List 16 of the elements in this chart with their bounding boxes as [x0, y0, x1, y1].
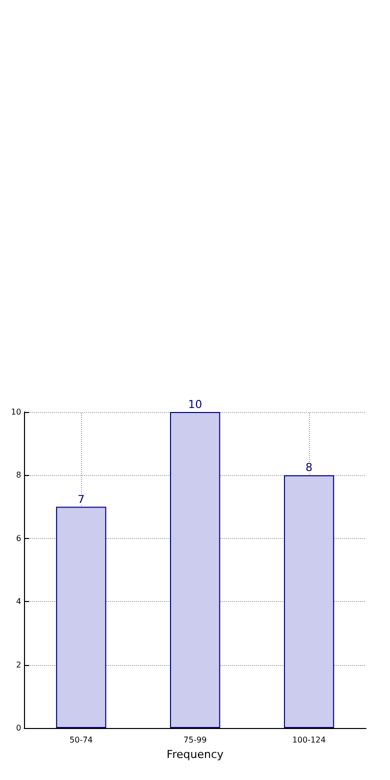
y-tick-label: 10 [10, 408, 22, 416]
x-tick-label: 100-124 [292, 736, 326, 744]
y-tick-label: 8 [16, 470, 22, 480]
x-tick-label: 50-74 [70, 736, 93, 744]
data-label: 10 [188, 398, 202, 411]
bar [56, 506, 106, 728]
bar [284, 475, 334, 728]
y-tick-label: 2 [16, 660, 22, 670]
y-tick-label: 0 [16, 724, 22, 732]
y-tick-label: 6 [16, 534, 22, 543]
y-tick-label: 4 [16, 597, 22, 606]
x-axis-title: Frequency [166, 748, 224, 761]
x-tick-label: 75-99 [183, 736, 207, 744]
data-label: 8 [306, 461, 313, 474]
bar [170, 412, 220, 728]
data-label: 7 [78, 492, 85, 506]
